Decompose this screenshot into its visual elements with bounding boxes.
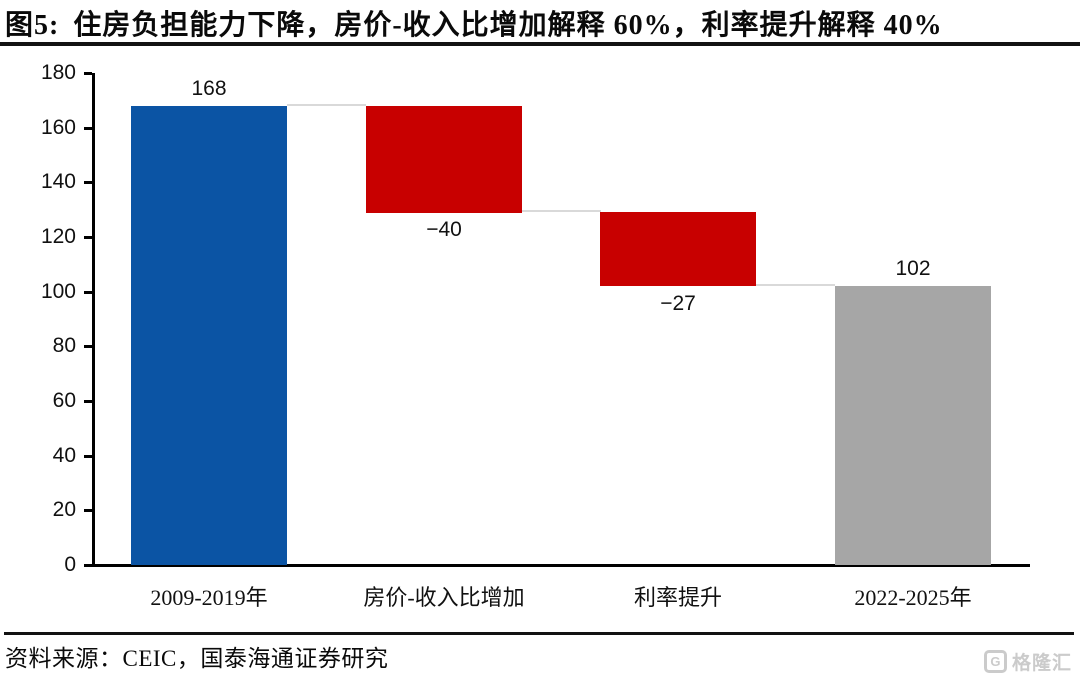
bar-value-label: 102 xyxy=(895,257,931,280)
y-tick-label: 60 xyxy=(52,389,76,412)
source-line: 资料来源：CEIC，国泰海通证券研究 xyxy=(5,646,389,671)
y-tick-label: 80 xyxy=(52,334,76,357)
y-tick-mark xyxy=(84,345,92,348)
gelonghui-watermark: G 格隆汇 xyxy=(983,648,1072,675)
x-category-label: 2022-2025年 xyxy=(854,585,972,610)
title-divider xyxy=(0,42,1080,46)
figure-title: 图5: 住房负担能力下降，房价-收入比增加解释 60%，利率提升解释 40% xyxy=(5,3,1077,43)
waterfall-connector xyxy=(756,284,835,286)
y-tick-mark xyxy=(84,400,92,403)
waterfall-bar-2 xyxy=(366,106,522,213)
y-tick-label: 140 xyxy=(40,170,76,193)
y-tick-mark xyxy=(84,509,92,512)
waterfall-bar-4 xyxy=(835,286,991,565)
x-axis xyxy=(92,564,1030,567)
x-category-label: 2009-2019年 xyxy=(150,585,268,610)
y-tick-label: 100 xyxy=(40,280,76,303)
y-tick-mark xyxy=(84,455,92,458)
gelonghui-logo-icon: G xyxy=(983,650,1007,673)
waterfall-connector xyxy=(522,210,601,212)
bar-value-label: 168 xyxy=(191,77,227,100)
waterfall-bar-1 xyxy=(131,106,287,565)
bar-value-label: −27 xyxy=(660,292,696,315)
y-tick-label: 40 xyxy=(52,444,76,467)
y-tick-mark xyxy=(84,564,92,567)
source-divider xyxy=(4,632,1074,635)
y-tick-mark xyxy=(84,72,92,75)
y-tick-label: 180 xyxy=(40,61,76,84)
figure-number: 图5: xyxy=(5,10,60,41)
y-tick-mark xyxy=(84,127,92,130)
waterfall-connector xyxy=(287,104,366,106)
y-tick-label: 160 xyxy=(40,116,76,139)
y-tick-label: 0 xyxy=(64,553,76,576)
waterfall-bar-3 xyxy=(600,212,756,286)
y-tick-mark xyxy=(84,236,92,239)
gelonghui-logo-text: 格隆汇 xyxy=(1011,653,1072,674)
y-tick-label: 20 xyxy=(52,498,76,521)
y-axis xyxy=(92,73,95,567)
x-category-label: 利率提升 xyxy=(633,585,722,610)
y-tick-label: 120 xyxy=(40,225,76,248)
y-tick-mark xyxy=(84,181,92,184)
y-tick-mark xyxy=(84,291,92,294)
figure-title-text: 住房负担能力下降，房价-收入比增加解释 60%，利率提升解释 40% xyxy=(73,10,943,41)
bar-value-label: −40 xyxy=(426,218,462,241)
x-category-label: 房价-收入比增加 xyxy=(363,585,525,610)
